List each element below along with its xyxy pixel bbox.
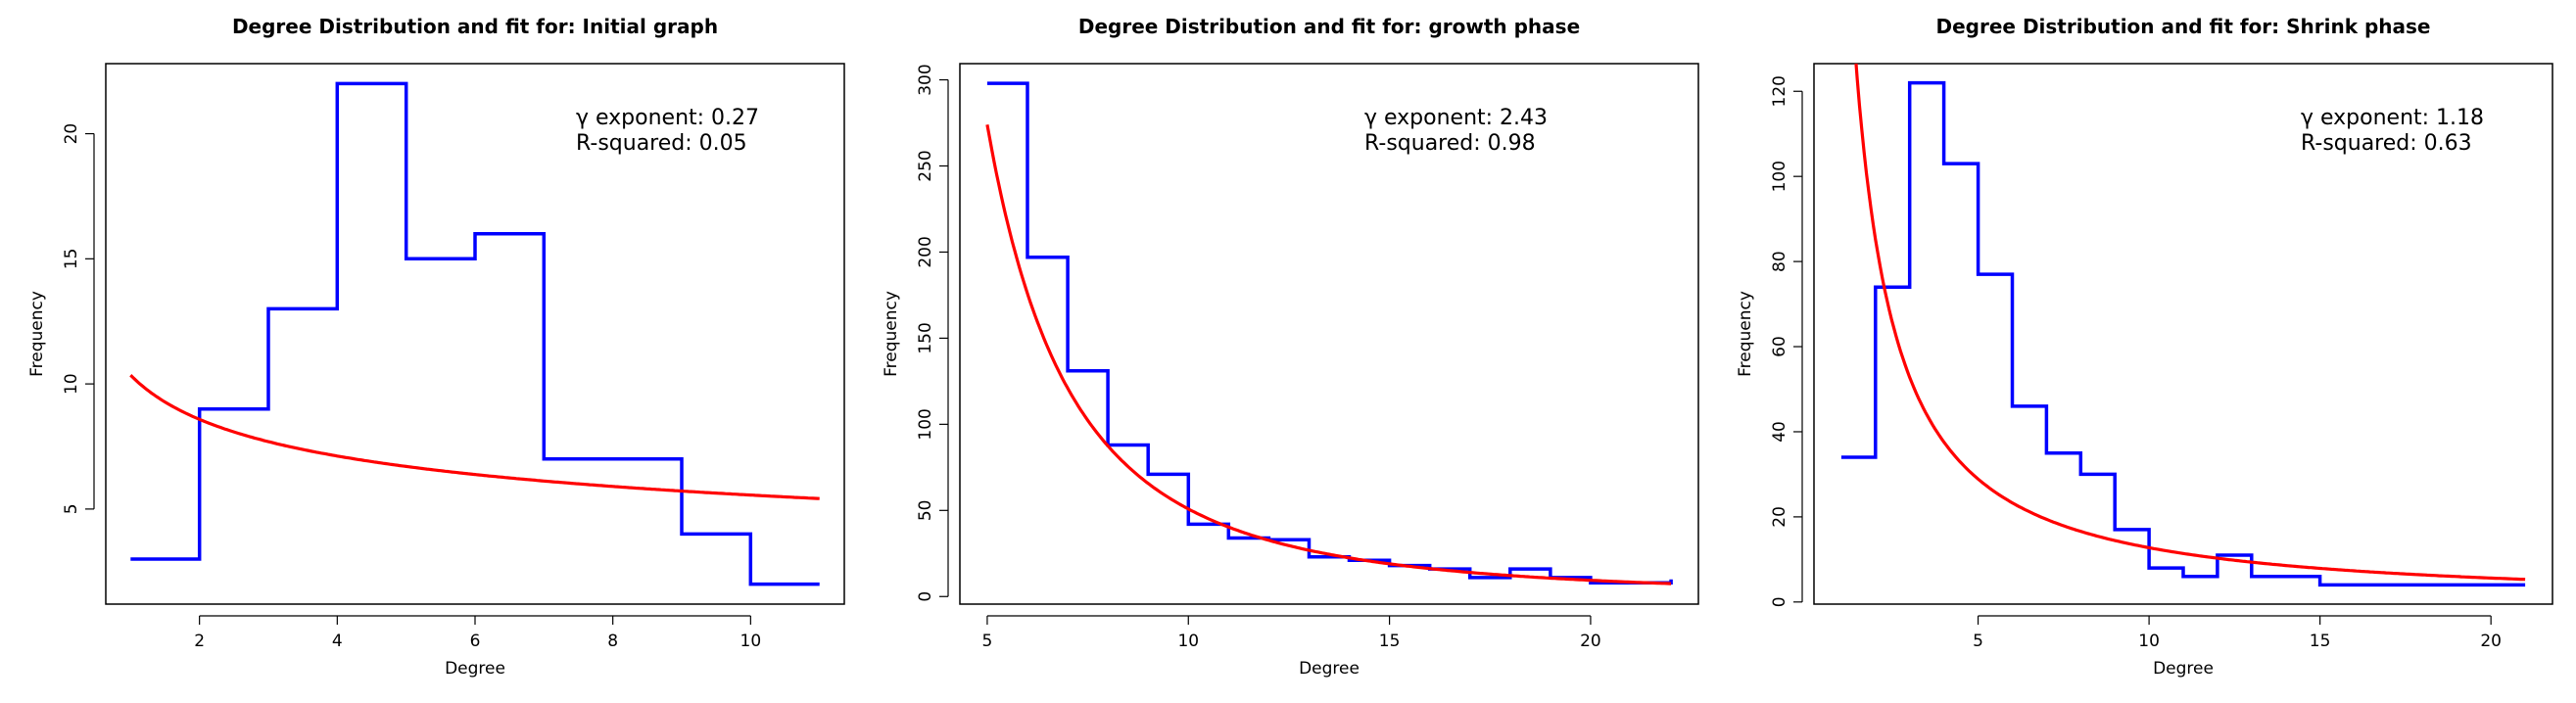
series-power-law-fit (985, 124, 1672, 586)
y-tick-label: 60 (1770, 336, 1789, 357)
x-tick-label: 20 (2480, 632, 2502, 651)
x-axis-label: Degree (1299, 659, 1360, 679)
series-power-law-fit (129, 374, 820, 500)
y-tick-label: 10 (62, 373, 81, 395)
x-tick-label: 6 (470, 632, 481, 651)
x-tick-label: 10 (1177, 632, 1199, 651)
y-tick-label: 200 (916, 236, 935, 267)
x-tick-label: 10 (2138, 632, 2160, 651)
r-squared-annotation: R-squared: 0.98 (1364, 131, 1536, 156)
chart-panel-1: Degree Distribution and fit for: Initial… (27, 15, 845, 679)
x-tick-label: 20 (1580, 632, 1601, 651)
y-axis-label: Frequency (882, 291, 901, 377)
y-tick-label: 80 (1770, 251, 1789, 272)
chart-title: Degree Distribution and fit for: Initial… (232, 15, 718, 38)
r-squared-annotation: R-squared: 0.05 (576, 131, 747, 156)
y-tick-label: 15 (62, 249, 81, 270)
y-tick-label: 20 (1770, 506, 1789, 528)
x-tick-label: 10 (740, 632, 762, 651)
x-tick-label: 4 (332, 632, 343, 651)
y-axis-label: Frequency (27, 291, 47, 377)
y-tick-label: 0 (1770, 596, 1789, 607)
x-axis-label: Degree (445, 659, 505, 679)
y-tick-label: 120 (1770, 75, 1789, 107)
x-tick-label: 5 (982, 632, 993, 651)
x-tick-label: 15 (2310, 632, 2331, 651)
y-tick-label: 250 (916, 150, 935, 181)
chart-title: Degree Distribution and fit for: Shrink … (1936, 15, 2431, 38)
y-tick-label: 50 (916, 499, 935, 521)
series-power-law-fit (1854, 64, 2526, 582)
plot-frame (959, 63, 1699, 605)
chart-title: Degree Distribution and fit for: growth … (1078, 15, 1580, 38)
gamma-annotation: γ exponent: 2.43 (1364, 106, 1548, 130)
y-axis-label: Frequency (1736, 291, 1755, 377)
y-tick-label: 20 (62, 123, 81, 145)
y-tick-label: 100 (1770, 161, 1789, 192)
chart-panel-2: Degree Distribution and fit for: growth … (882, 15, 1699, 679)
series-degree-frequency (130, 81, 820, 586)
y-tick-label: 40 (1770, 421, 1789, 443)
y-tick-label: 0 (916, 591, 935, 602)
plot-frame (105, 63, 845, 605)
plot-frame (1813, 63, 2553, 605)
series-degree-frequency (986, 81, 1673, 585)
y-tick-label: 5 (62, 503, 81, 514)
x-tick-label: 8 (607, 632, 618, 651)
x-tick-label: 2 (194, 632, 205, 651)
chart-panel-3: Degree Distribution and fit for: Shrink … (1736, 15, 2553, 679)
y-tick-label: 150 (916, 322, 935, 353)
x-tick-label: 5 (1973, 632, 1983, 651)
r-squared-annotation: R-squared: 0.63 (2301, 131, 2472, 156)
gamma-annotation: γ exponent: 1.18 (2301, 106, 2484, 130)
x-tick-label: 15 (1379, 632, 1401, 651)
y-tick-label: 300 (916, 64, 935, 95)
series-degree-frequency (1840, 80, 2526, 587)
y-tick-label: 100 (916, 408, 935, 440)
gamma-annotation: γ exponent: 0.27 (576, 106, 759, 130)
x-axis-label: Degree (2153, 659, 2214, 679)
